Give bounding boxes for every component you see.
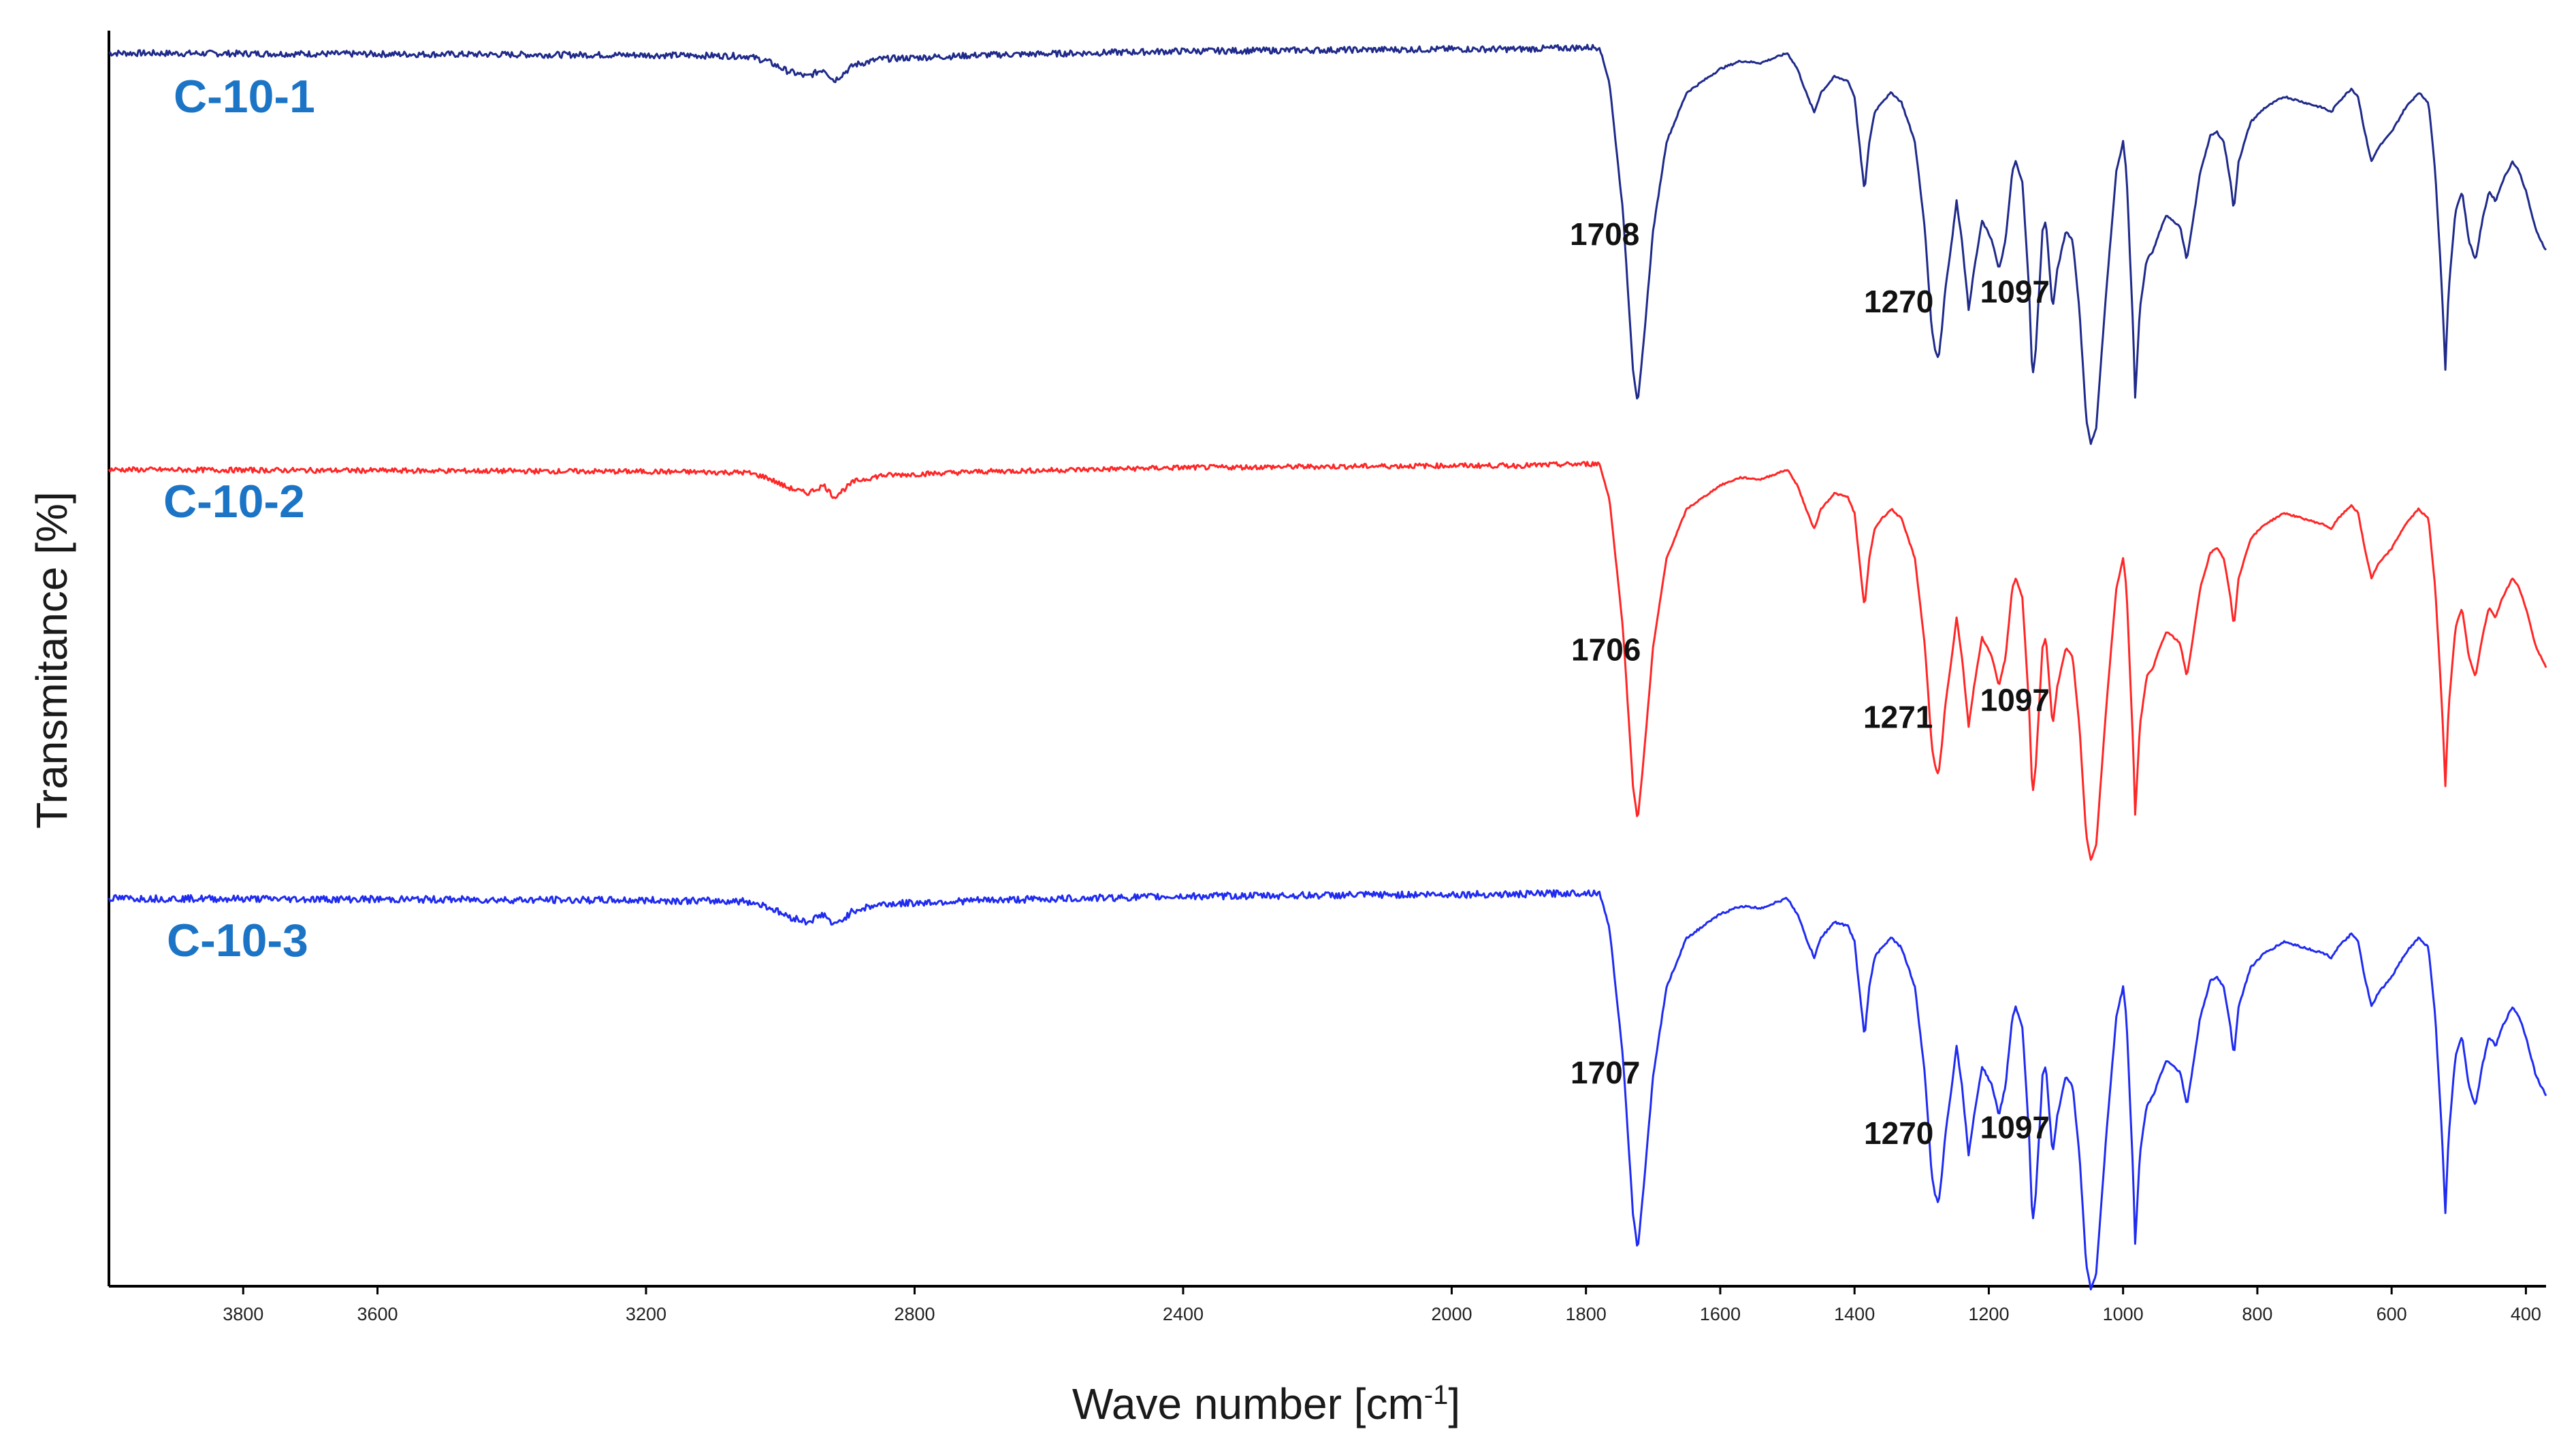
x-tick-label: 3600 bbox=[357, 1304, 398, 1324]
peak-label: 1708 bbox=[1570, 216, 1639, 252]
x-axis-title: Wave number [cm-1] bbox=[1072, 1379, 1460, 1428]
peak-label: 1707 bbox=[1571, 1055, 1640, 1090]
series-label: C-10-3 bbox=[167, 915, 308, 966]
y-axis-title: Transmitance [%] bbox=[27, 491, 76, 829]
axes bbox=[108, 31, 2546, 1288]
peak-label: 1706 bbox=[1571, 632, 1641, 668]
x-tick-label: 1800 bbox=[1566, 1304, 1607, 1324]
x-tick-label: 3200 bbox=[626, 1304, 666, 1324]
x-tick-label: 800 bbox=[2242, 1304, 2272, 1324]
series-label: C-10-1 bbox=[174, 71, 315, 122]
x-tick-label: 600 bbox=[2377, 1304, 2407, 1324]
x-tick-label: 3800 bbox=[223, 1304, 263, 1324]
x-tick-label: 2800 bbox=[894, 1304, 935, 1324]
x-tick-label: 1600 bbox=[1700, 1304, 1741, 1324]
x-tick-label: 400 bbox=[2511, 1304, 2541, 1324]
peak-label: 1270 bbox=[1864, 1115, 1933, 1151]
x-tick-label: 2000 bbox=[1431, 1304, 1472, 1324]
x-tick-label: 2400 bbox=[1163, 1304, 1204, 1324]
peak-label: 1097 bbox=[1980, 274, 2050, 310]
peak-label: 1271 bbox=[1863, 700, 1933, 735]
x-axis-title-main: Wave number [cm bbox=[1072, 1379, 1424, 1428]
peak-label: 1097 bbox=[1980, 683, 2050, 718]
series-label: C-10-2 bbox=[163, 476, 305, 527]
peak-label: 1270 bbox=[1864, 284, 1933, 319]
series-line-C-10-2 bbox=[108, 461, 2547, 861]
labels-group: C-10-1 1708 1270 1097 C-10-2 1706 1271 1097 C-10… bbox=[163, 71, 2050, 1151]
x-axis-title-sup: -1 bbox=[1424, 1380, 1449, 1410]
x-tick-label: 1200 bbox=[1968, 1304, 2009, 1324]
series-group bbox=[108, 44, 2547, 1291]
x-ticks: 3800 3600 3200 2800 2400 2000 1800 1600 1400 1200… bbox=[223, 1286, 2541, 1324]
x-tick-label: 1000 bbox=[2103, 1304, 2144, 1324]
x-tick-label: 1400 bbox=[1834, 1304, 1875, 1324]
series-line-C-10-1 bbox=[108, 44, 2547, 445]
peak-label: 1097 bbox=[1980, 1110, 2050, 1145]
series-line-C-10-3 bbox=[108, 889, 2547, 1291]
x-axis-title-end: ] bbox=[1448, 1379, 1460, 1428]
